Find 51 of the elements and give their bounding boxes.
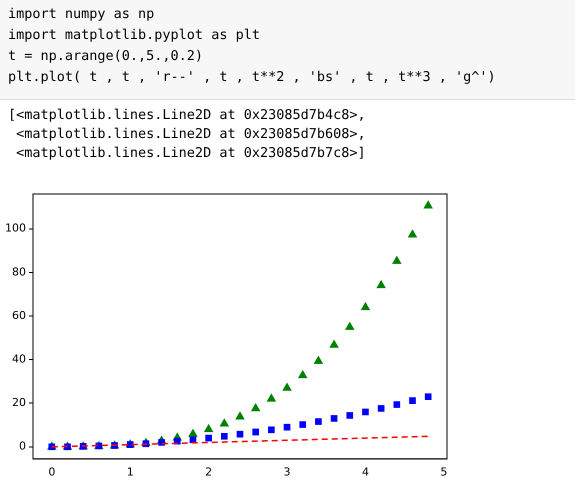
point	[378, 405, 384, 412]
x-tick-label: 1	[126, 465, 134, 478]
point	[408, 230, 417, 238]
point	[376, 280, 386, 288]
y-tick-label: 100	[4, 222, 26, 235]
point	[330, 415, 338, 422]
x-tick-label: 2	[205, 465, 212, 478]
point	[362, 408, 369, 416]
y-tick-label: 80	[12, 265, 26, 278]
point	[346, 412, 354, 419]
text: <matplotlib.lines.Line2D at 0x23085d7b7c8>]	[15, 144, 367, 163]
text: t = np.arange(0.,5.,0.2)	[8, 47, 204, 66]
point	[330, 340, 338, 348]
point	[220, 418, 229, 426]
point	[424, 200, 433, 209]
point	[361, 302, 370, 310]
y-tick-label: 20	[12, 396, 26, 410]
point	[282, 382, 292, 391]
point	[284, 424, 290, 431]
point	[190, 436, 196, 444]
x-tick-label: 4	[362, 465, 369, 478]
point	[266, 394, 276, 402]
x-tick-label: 5	[440, 465, 448, 478]
text: plt.plot( t , t , 'r--' , t , t**2 , 'bs' , t , t**3 , 'g^')	[8, 68, 497, 87]
point	[345, 322, 354, 330]
point	[252, 428, 260, 436]
point	[299, 421, 306, 428]
x-tick-label: 3	[284, 465, 291, 478]
text: import matplotlib.pyplot as plt	[8, 26, 261, 45]
point	[409, 397, 416, 404]
text: [<matplotlib.lines.Line2D at 0x23085d7b4c8>,	[8, 106, 367, 125]
point	[236, 412, 244, 420]
x-tick-label: 0	[48, 465, 56, 478]
text: <matplotlib.lines.Line2D at 0x23085d7b608>,	[15, 125, 367, 144]
point	[220, 433, 228, 440]
point	[204, 424, 214, 432]
point	[205, 434, 212, 442]
point	[424, 393, 432, 400]
point	[298, 370, 308, 378]
point	[188, 429, 198, 437]
y-tick-label: 40	[12, 352, 26, 366]
point	[314, 356, 323, 364]
y-tick-label: 60	[12, 308, 26, 322]
point	[236, 430, 244, 438]
point	[315, 418, 322, 425]
point	[251, 403, 260, 412]
point	[268, 426, 275, 434]
point	[392, 256, 402, 264]
y-tick-label: 0	[18, 440, 26, 453]
text: import numpy as np	[8, 5, 156, 24]
point	[393, 401, 400, 408]
